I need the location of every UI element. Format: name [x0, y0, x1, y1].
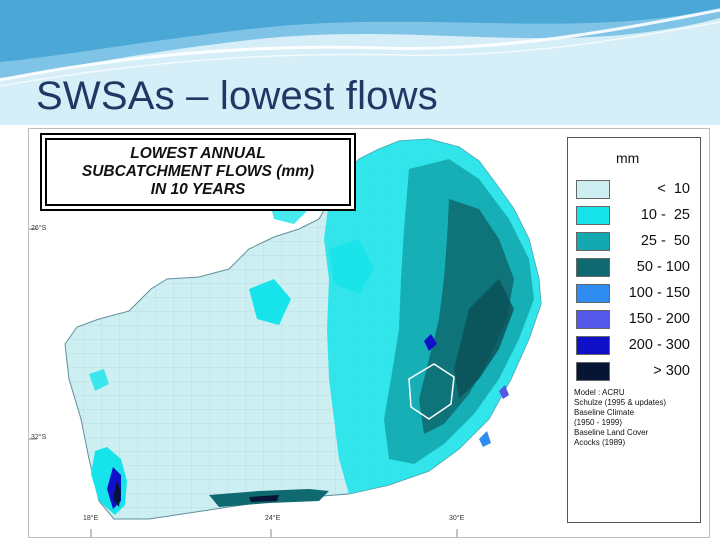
- legend-source-line: Model : ACRU: [574, 388, 625, 397]
- map-legend: mm < 10 10 - 25 25 - 50 50 - 100 100 - 150 15…: [567, 137, 701, 523]
- legend-source-line: Acocks (1989): [574, 438, 626, 447]
- longitude-label: 18°E: [83, 515, 99, 522]
- map-title-line: LOWEST ANNUAL: [130, 145, 266, 162]
- longitude-label: 30°E: [449, 515, 465, 522]
- map-title-line: IN 10 YEARS: [150, 181, 246, 198]
- legend-item: > 300: [576, 362, 694, 381]
- legend-item: 200 - 300: [576, 336, 694, 355]
- legend-item: 100 - 150: [576, 284, 694, 303]
- legend-source-line: Schulze (1995 & updates): [574, 398, 667, 407]
- header-wave-decoration: [0, 0, 720, 125]
- legend-label: 25 - 50: [640, 233, 690, 249]
- latitude-label: 32°S: [31, 434, 47, 441]
- map-figure: 26°S 32°S 18°E 24°E 30°E LOWEST ANNUAL S…: [28, 128, 710, 538]
- legend-item: 150 - 200: [576, 310, 694, 329]
- legend-swatch: [576, 258, 610, 277]
- legend-item: 50 - 100: [576, 258, 694, 277]
- legend-item: 10 - 25: [576, 206, 694, 225]
- slide-title: SWSAs – lowest flows: [36, 74, 438, 118]
- legend-label: < 10: [657, 181, 690, 197]
- legend-swatch: [576, 232, 610, 251]
- legend-swatch: [576, 310, 610, 329]
- legend-swatch: [576, 206, 610, 225]
- legend-label: 150 - 200: [628, 311, 690, 327]
- legend-label: 200 - 300: [628, 337, 690, 353]
- legend-unit: mm: [616, 150, 640, 166]
- legend-source-notes: Model : ACRU Schulze (1995 & updates) Ba…: [574, 388, 666, 448]
- south-africa-map: [29, 138, 542, 537]
- legend-swatch: [576, 362, 610, 381]
- latitude-label: 26°S: [31, 225, 47, 232]
- legend-source-line: Baseline Climate: [574, 408, 635, 417]
- longitude-label: 24°E: [265, 515, 281, 522]
- legend-source-line: Baseline Land Cover: [574, 428, 649, 437]
- legend-item: 25 - 50: [576, 232, 694, 251]
- legend-source-line: (1950 - 1999): [574, 418, 623, 427]
- legend-swatch: [576, 336, 610, 355]
- map-title-line: SUBCATCHMENT FLOWS (mm): [81, 163, 315, 180]
- legend-label: 10 - 25: [640, 207, 690, 223]
- lesotho-outline: [408, 363, 455, 420]
- legend-label: > 300: [653, 363, 690, 379]
- legend-item: < 10: [576, 180, 694, 199]
- legend-label: 100 - 150: [628, 285, 690, 301]
- slide-header: [0, 0, 720, 125]
- map-title: LOWEST ANNUAL SUBCATCHMENT FLOWS (mm) IN…: [40, 133, 356, 211]
- legend-swatch: [576, 284, 610, 303]
- legend-swatch: [576, 180, 610, 199]
- legend-label: 50 - 100: [636, 259, 690, 275]
